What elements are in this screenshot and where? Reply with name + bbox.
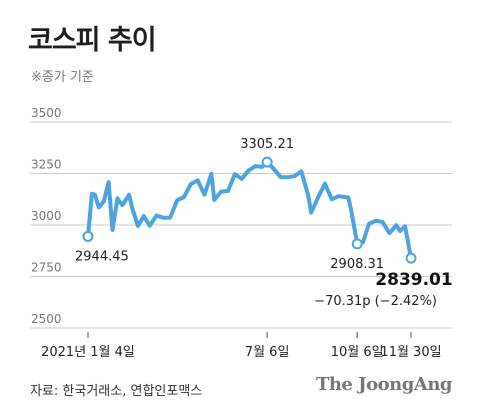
y-tick-label: 2500: [31, 312, 62, 326]
brand-logo: The JoongAng: [315, 374, 453, 395]
point-value-label: 2908.31: [330, 257, 384, 272]
x-tick-label: 11월 30일: [380, 345, 441, 360]
change-label: −70.31p (−2.42%): [314, 294, 437, 309]
y-tick-label: 3250: [31, 158, 62, 172]
point-marker: [405, 252, 417, 264]
x-tick-label: 2021년 1월 4일: [41, 345, 135, 360]
marker-layer: [82, 156, 417, 264]
point-value-label: 3305.21: [240, 137, 294, 152]
chart-note: ※종가 기준: [31, 70, 94, 85]
chart-title: 코스피 추이: [28, 25, 157, 56]
source-note: 자료: 한국거래소, 연합인포맥스: [30, 384, 203, 399]
x-tick-label: 10월 6일: [331, 345, 384, 360]
point-marker: [351, 238, 363, 250]
y-tick-label: 3000: [31, 209, 62, 223]
grid-layer: 3500 3250 3000 2750 2500 2021년 1월 4일 7월 6일 10월 …: [30, 106, 452, 360]
point-marker: [261, 156, 273, 168]
x-tick-label: 7월 6일: [245, 345, 290, 360]
y-tick-label: 2750: [31, 261, 62, 275]
y-tick-label: 3500: [31, 106, 62, 120]
point-value-label: 2944.45: [75, 249, 129, 264]
point-marker: [82, 230, 94, 242]
latest-value-label: 2839.01: [375, 270, 452, 290]
